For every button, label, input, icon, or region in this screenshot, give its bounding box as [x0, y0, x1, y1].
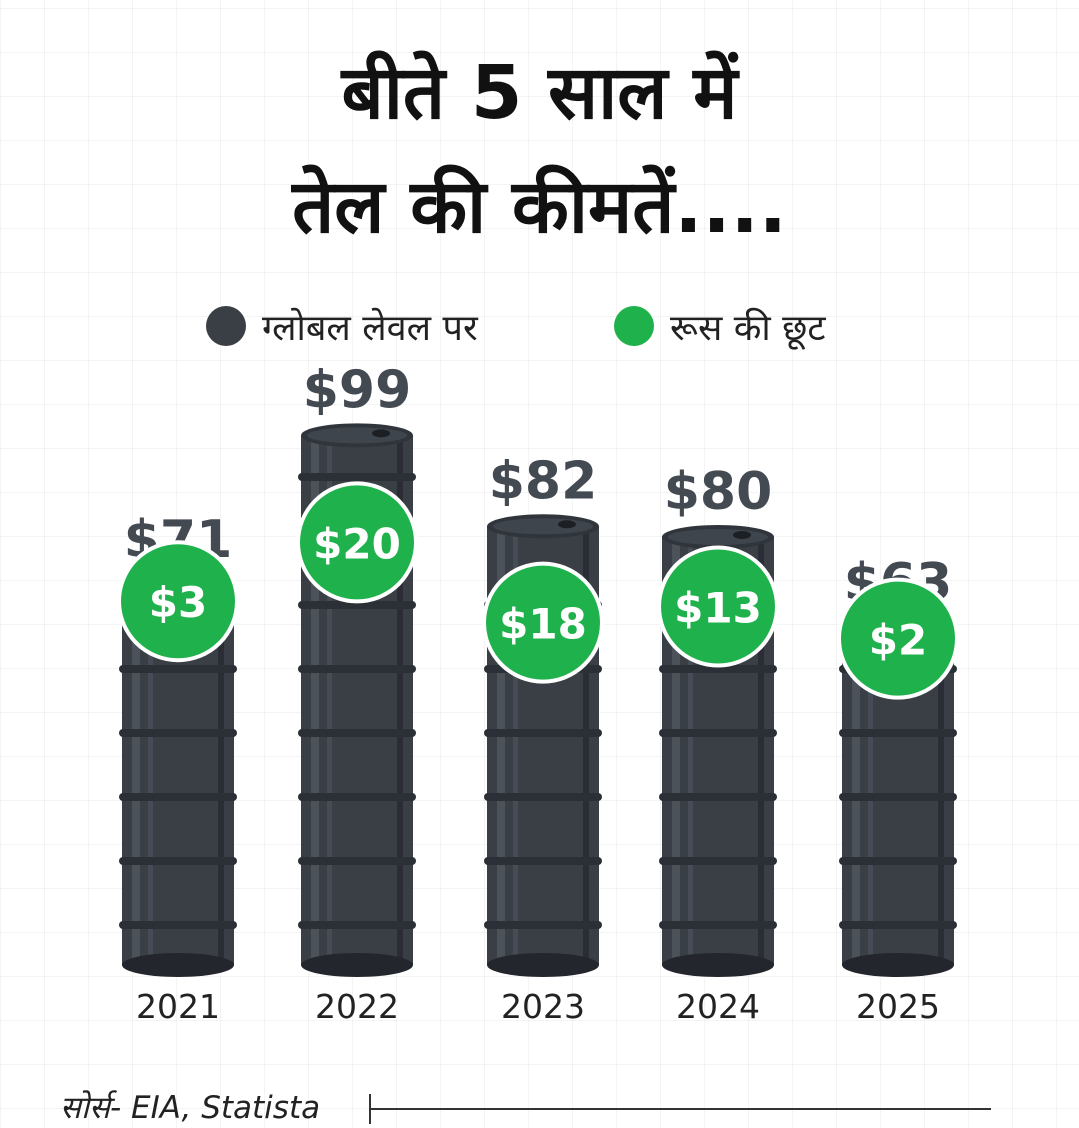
legend-swatch-global	[206, 306, 246, 346]
barrel-rib-2023	[484, 921, 602, 929]
barrel-rib-2022	[298, 729, 416, 737]
barrel-highlight-left-2021	[132, 585, 140, 965]
barrel-bar-2021: $71$3	[117, 510, 239, 977]
barrel-cap-2022	[372, 429, 390, 438]
barrel-cap-2023	[558, 520, 576, 529]
barrel-rib-2021	[119, 793, 237, 801]
barrel-rib-2022	[298, 857, 416, 865]
barrel-rib-2023	[484, 793, 602, 801]
barrel-rib-2025	[839, 921, 957, 929]
barrel-rib-2022	[298, 793, 416, 801]
barrel-bar-2025: $63$2	[837, 553, 959, 977]
chart-title-line-2: तेल की कीमतें....	[292, 164, 787, 250]
source-note: सोर्स- EIA, Statista	[60, 1090, 321, 1126]
barrel-base-2021	[122, 953, 234, 977]
discount-marker-2025	[837, 577, 959, 700]
barrel-highlight-left-2024	[672, 537, 680, 965]
source-rule	[369, 1108, 991, 1110]
barrel-rib-2022	[298, 473, 416, 481]
barrel-base-2024	[662, 953, 774, 977]
barrel-rib-2021	[119, 857, 237, 865]
barrel-bar-2023: $82 $18	[482, 451, 604, 977]
barrel-lid-inner-2022	[307, 427, 407, 444]
barrel-highlight-left-2023	[497, 526, 505, 965]
barrel-rib-2024	[659, 857, 777, 865]
barrel-rib-2021	[119, 665, 237, 673]
global-price-label-2023: $82	[489, 451, 598, 511]
barrel-shadow-right-2022	[397, 435, 403, 966]
barrel-highlight-mid-2024	[688, 537, 693, 965]
barrel-bar-2024: $80 $13	[657, 462, 779, 977]
barrel-rib-2024	[659, 793, 777, 801]
barrel-rib-2025	[839, 857, 957, 865]
discount-label-2022: $20	[313, 519, 401, 568]
barrel-base-2022	[301, 953, 413, 977]
barrel-base-2023	[487, 953, 599, 977]
legend-label-global: ग्लोबल लेवल पर	[262, 308, 478, 349]
barrel-rib-2021	[119, 921, 237, 929]
legend-label-russia-discount: रूस की छूट	[670, 308, 826, 349]
barrel-bar-2022: $99 $20	[296, 360, 418, 977]
barrel-rib-2022	[298, 665, 416, 673]
barrel-cap-2024	[733, 531, 751, 539]
barrel-shadow-right-2023	[583, 526, 589, 965]
barrel-highlight-mid-2021	[148, 585, 153, 965]
discount-marker-2022	[296, 481, 418, 604]
barrel-highlight-left-2022	[311, 435, 319, 966]
barrel-rib-2025	[839, 793, 957, 801]
discount-marker-2024	[657, 545, 779, 668]
barrel-rib-2021	[119, 729, 237, 737]
discount-marker-2021	[117, 540, 239, 663]
barrel-chart: $71$3 2021 $99 $20 2022 $82 $18 2023 $80 $13 2024 $…	[117, 360, 959, 1026]
barrel-rib-2023	[484, 729, 602, 737]
barrel-highlight-mid-2022	[327, 435, 332, 966]
barrel-base-2025	[842, 953, 954, 977]
year-label-2022: 2022	[315, 987, 399, 1026]
barrel-shadow-right-2021	[218, 585, 224, 965]
discount-marker-2023	[482, 561, 604, 684]
barrel-rib-2022	[298, 601, 416, 609]
barrel-lid-inner-2024	[668, 529, 768, 545]
chart-title-line-1: बीते 5 साल में	[341, 50, 738, 136]
discount-label-2025: $2	[869, 616, 927, 665]
discount-label-2024: $13	[674, 584, 762, 633]
legend-swatch-russia-discount	[614, 306, 654, 346]
year-label-2023: 2023	[501, 987, 585, 1026]
discount-label-2023: $18	[499, 600, 587, 649]
barrel-shadow-right-2024	[758, 537, 764, 965]
legend: ग्लोबल लेवल पर रूस की छूट	[206, 300, 906, 350]
year-label-2024: 2024	[676, 987, 760, 1026]
barrel-highlight-mid-2023	[513, 526, 518, 965]
global-price-label-2024: $80	[664, 462, 773, 522]
barrel-rib-2022	[298, 921, 416, 929]
barrel-rib-2024	[659, 665, 777, 673]
global-price-label-2022: $99	[303, 360, 412, 420]
barrel-rib-2024	[659, 921, 777, 929]
year-label-2021: 2021	[136, 987, 220, 1026]
barrel-rib-2024	[659, 729, 777, 737]
discount-label-2021: $3	[149, 578, 207, 627]
barrel-rib-2023	[484, 857, 602, 865]
year-label-2025: 2025	[856, 987, 940, 1026]
barrel-rib-2025	[839, 729, 957, 737]
barrel-lid-inner-2023	[493, 518, 593, 535]
